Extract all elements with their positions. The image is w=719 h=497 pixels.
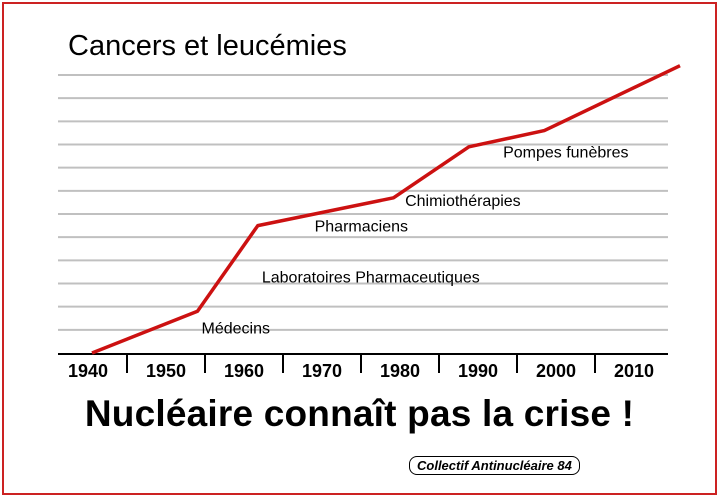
chart-title: Cancers et leucémies: [68, 30, 347, 62]
x-tick-label: 1990: [458, 361, 498, 381]
annotation-label: Laboratoires Pharmaceutiques: [262, 270, 480, 287]
x-tick-label: 1950: [146, 361, 186, 381]
x-tick-label: 1980: [380, 361, 420, 381]
annotation-label: Chimiothérapies: [405, 193, 521, 210]
annotation-label: Pompes funèbres: [503, 144, 628, 161]
annotations: Médecins Laboratoires Pharmaceutiques Phar…: [202, 144, 629, 337]
annotation-label: Pharmaciens: [315, 219, 408, 236]
x-tick-label: 2000: [536, 361, 576, 381]
x-axis: [58, 353, 668, 373]
x-tick-label: 1960: [224, 361, 264, 381]
series-line: [91, 64, 681, 355]
x-tick-label: 2010: [614, 361, 654, 381]
series: [91, 64, 681, 355]
x-tick-label: 1970: [302, 361, 342, 381]
slogan-text: Nucléaire connaît pas la crise !: [84, 393, 635, 434]
credit-badge: Collectif Antinucléaire 84: [409, 456, 580, 475]
annotation-label: Médecins: [202, 321, 270, 338]
x-tick-labels: 1940 1950 1960 1970 1980 1990 2000 2010: [68, 361, 654, 381]
x-tick-label: 1940: [68, 361, 108, 381]
